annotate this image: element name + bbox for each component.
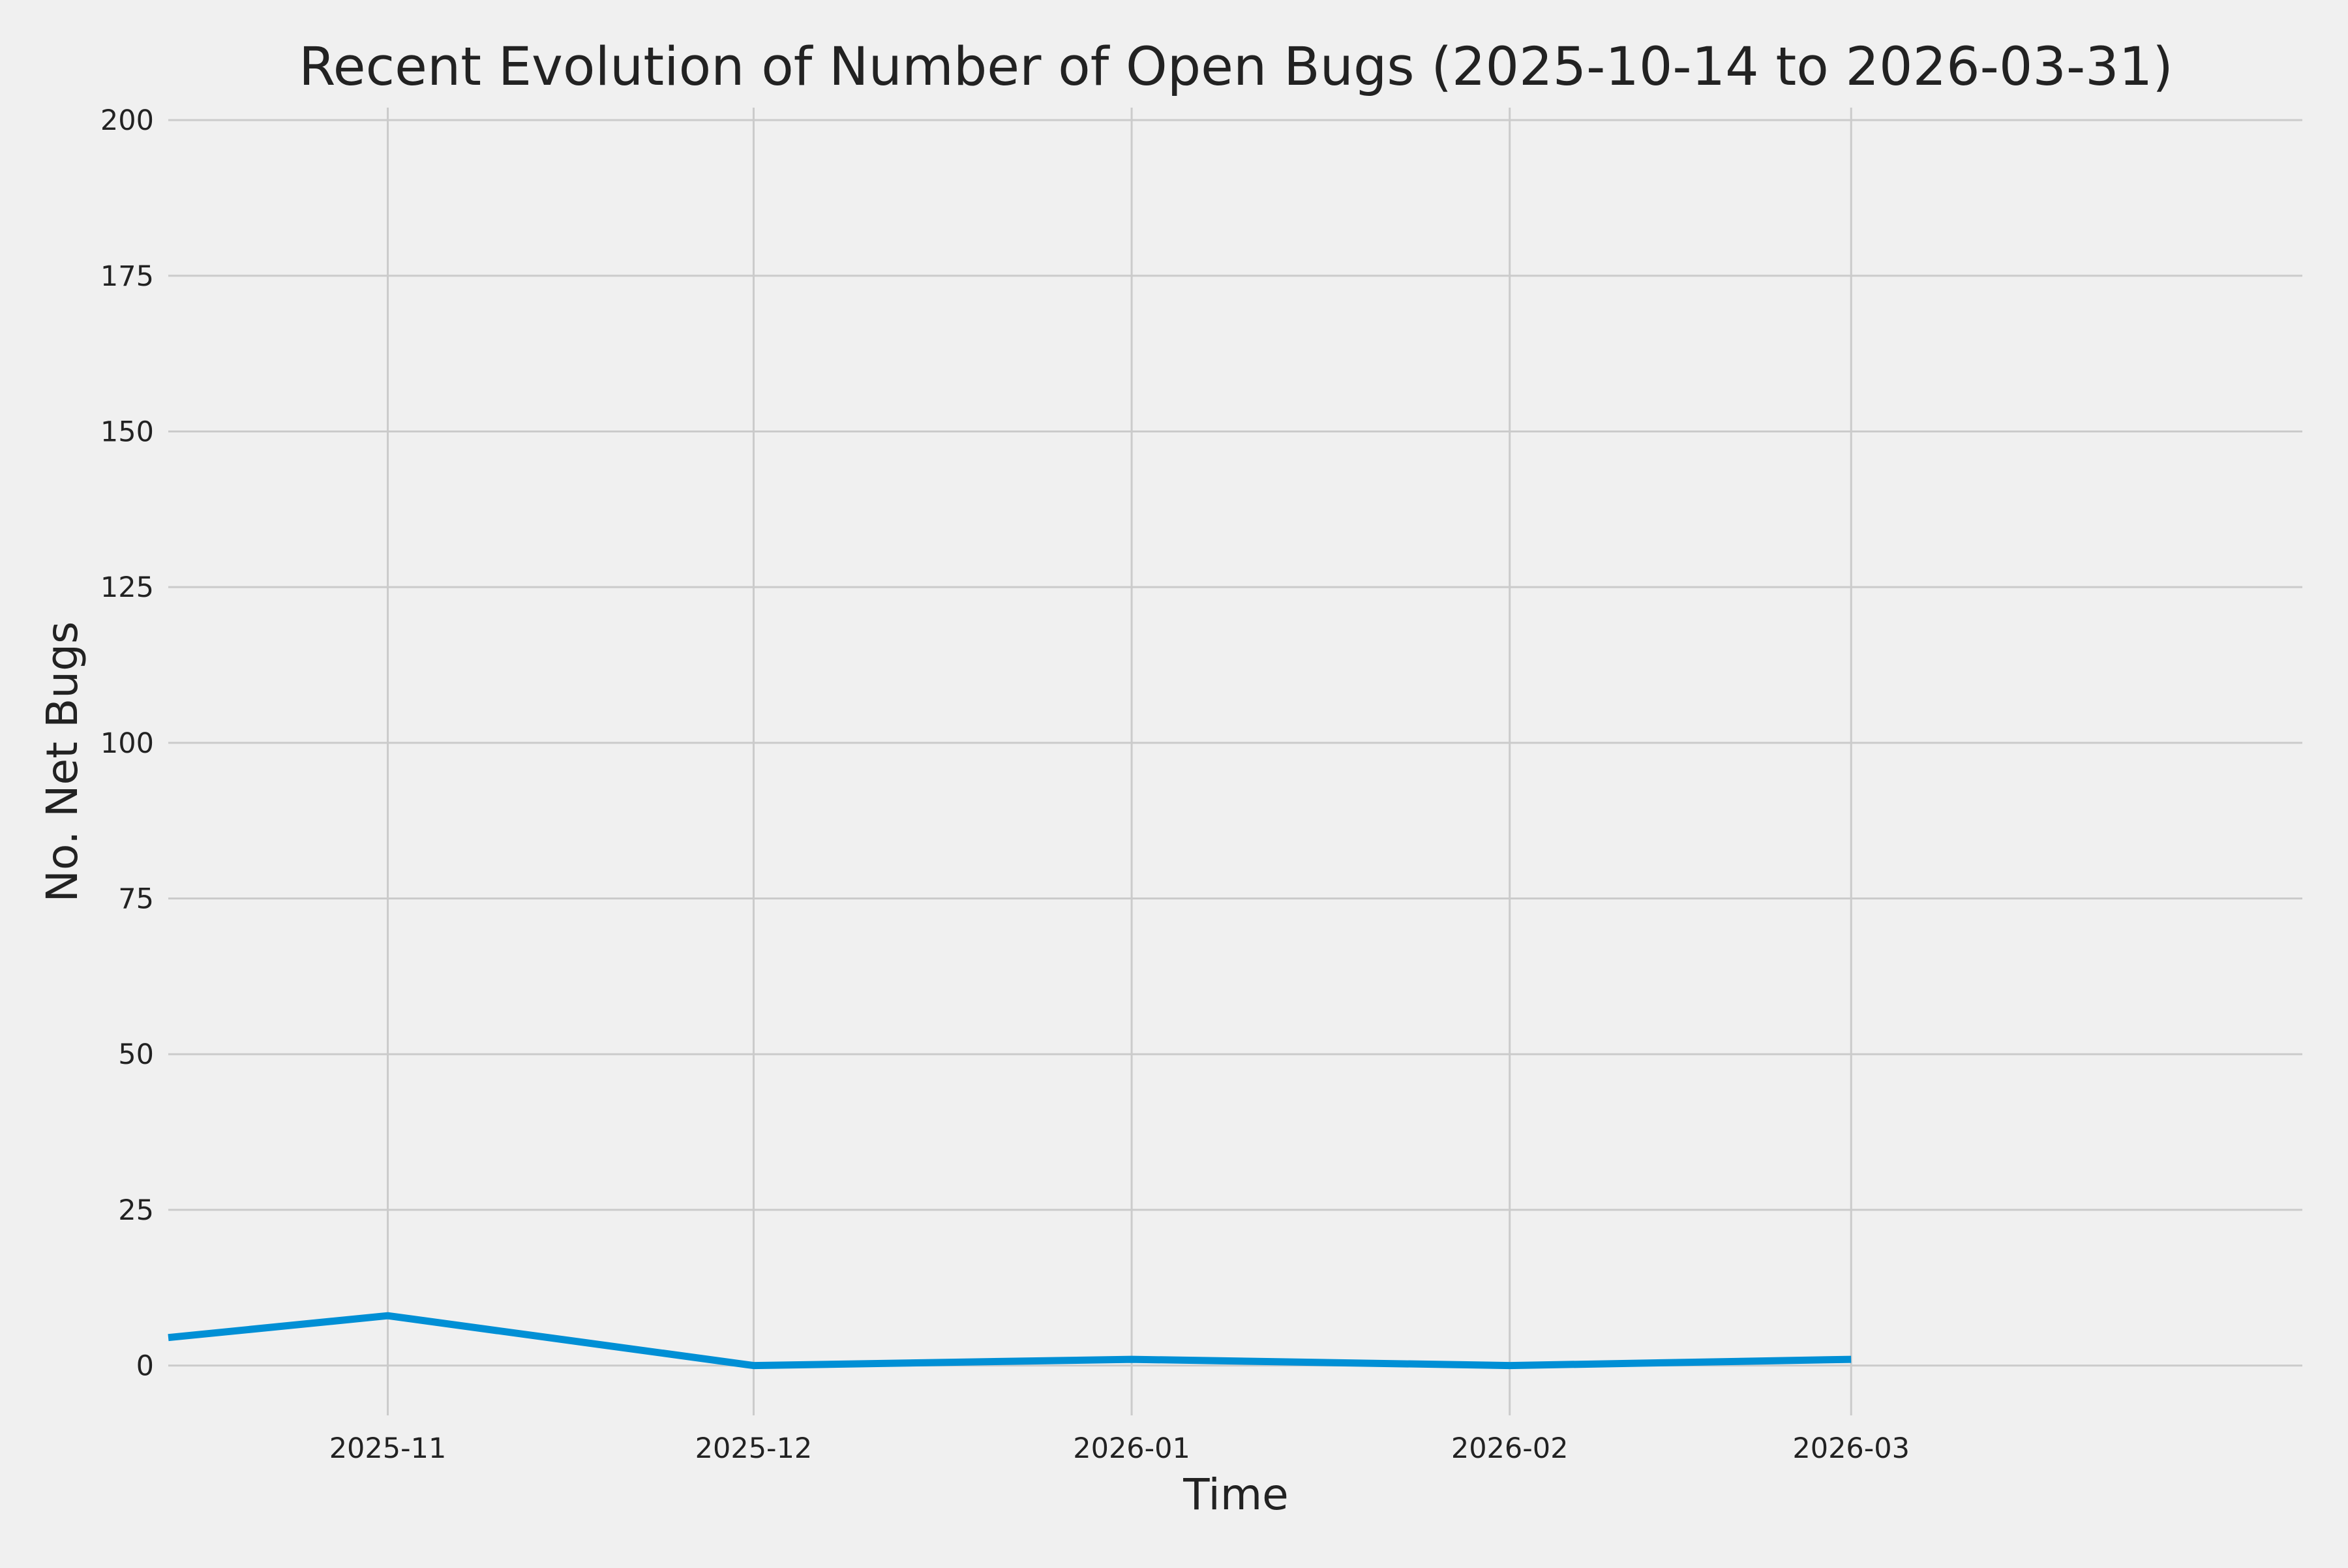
x-tick-label: 2026-03 — [1792, 1432, 1910, 1465]
y-tick-label: 25 — [118, 1194, 154, 1227]
series-lines — [168, 1312, 1852, 1370]
y-axis-label: No. Net Bugs — [37, 622, 87, 903]
y-tick-label: 100 — [100, 727, 154, 760]
x-tick-label: 2025-11 — [329, 1432, 447, 1465]
y-tick-label: 125 — [100, 571, 154, 604]
y-tick-label: 150 — [100, 415, 154, 448]
y-tick-label: 50 — [118, 1038, 154, 1071]
tick-labels: 0 25 50 75 100 125 150 175 200 2025-11 2025-12 2026… — [100, 104, 1910, 1465]
x-tick-label: 2026-02 — [1451, 1432, 1569, 1465]
chart-title: Recent Evolution of Number of Open Bugs … — [299, 37, 2173, 98]
y-tick-label: 75 — [118, 883, 154, 916]
x-tick-label: 2025-12 — [695, 1432, 813, 1465]
x-axis-label: Time — [1182, 1470, 1289, 1520]
y-tick-label: 0 — [136, 1350, 154, 1383]
y-tick-label: 175 — [100, 260, 154, 293]
series-line — [168, 1312, 1852, 1370]
grid-lines — [168, 108, 2302, 1415]
y-tick-label: 200 — [100, 104, 154, 137]
x-tick-label: 2026-01 — [1073, 1432, 1190, 1465]
